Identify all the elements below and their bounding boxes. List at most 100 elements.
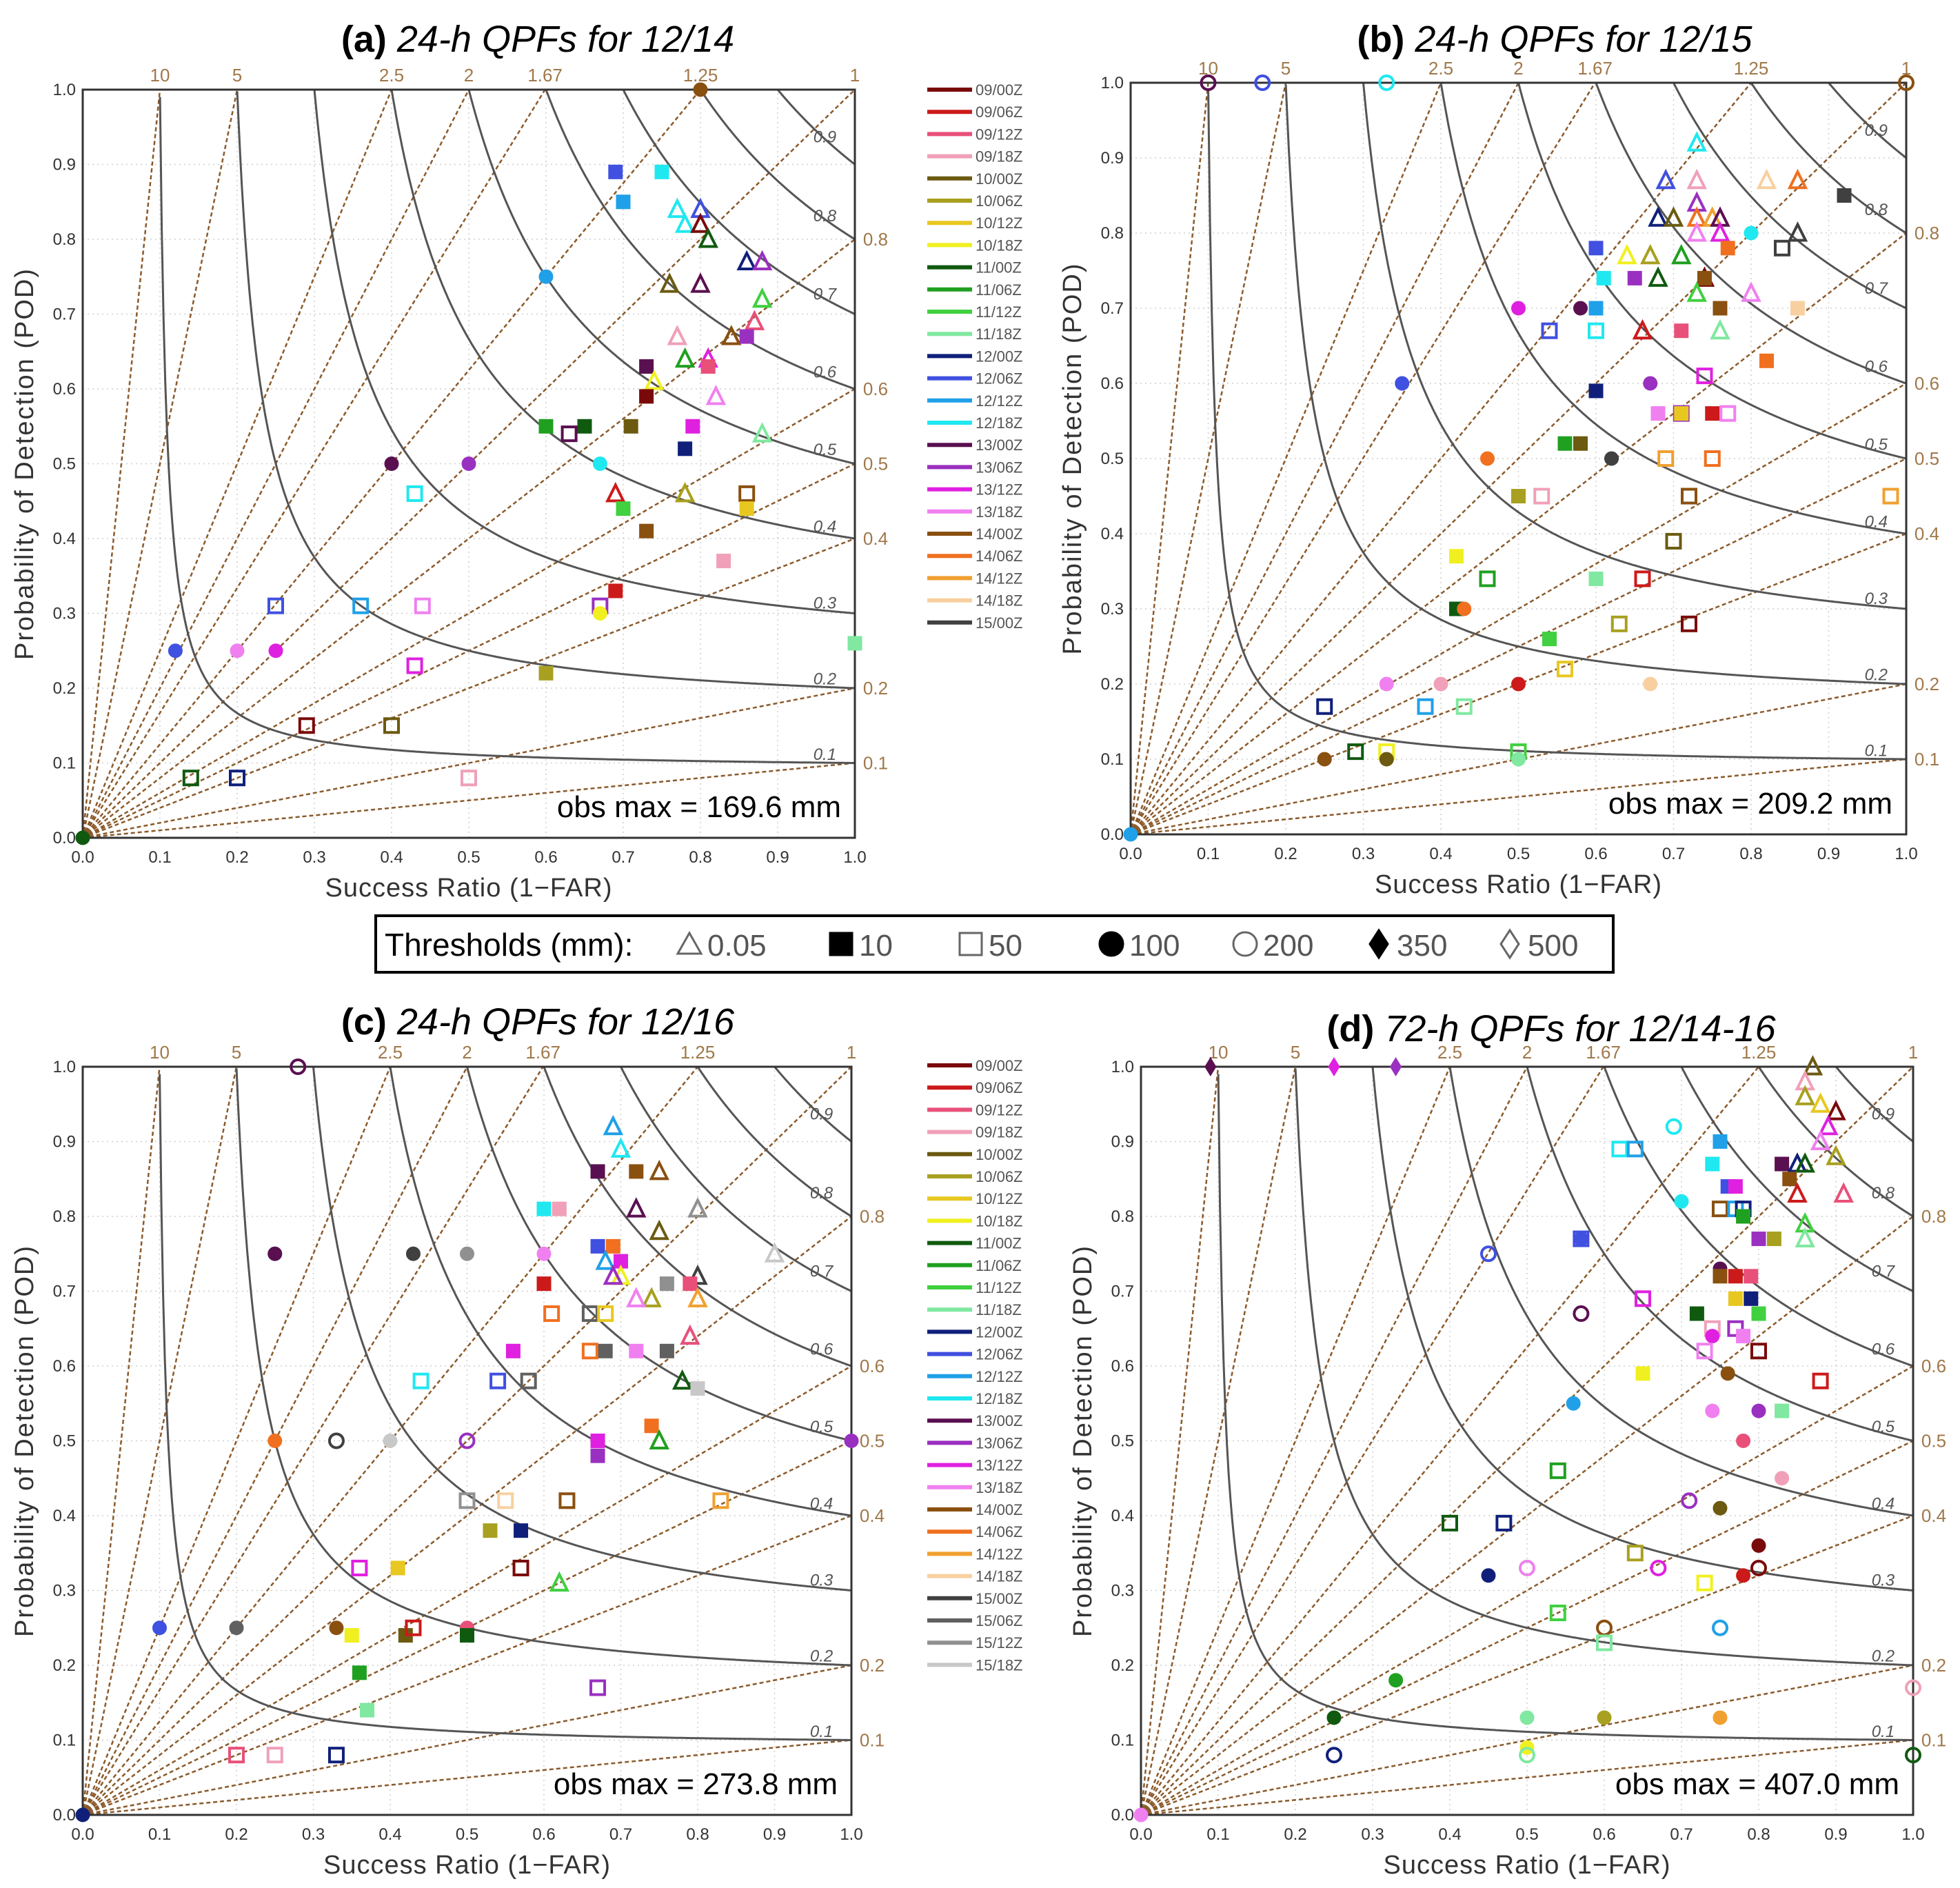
- data-points: [1133, 1055, 1921, 1822]
- data-point: [1611, 1141, 1628, 1158]
- data-point: [1254, 74, 1271, 91]
- data-point: [290, 1058, 307, 1075]
- x-tick-label: 0.1: [148, 1825, 171, 1844]
- data-point: [520, 1372, 537, 1389]
- y-tick-label: 0.0: [1111, 1806, 1134, 1825]
- axes-frame: [1129, 81, 1908, 836]
- data-point: [1686, 168, 1707, 190]
- data-point: [1751, 1232, 1766, 1247]
- data-point: [598, 1343, 613, 1358]
- data-point: [581, 1305, 598, 1323]
- legend-circle-filled-icon: [1098, 931, 1124, 957]
- data-point: [1417, 698, 1434, 715]
- csi-contour: [1294, 1068, 1913, 1667]
- data-point: [1705, 1156, 1720, 1172]
- data-point: [75, 830, 90, 845]
- data-point: [1632, 319, 1653, 340]
- data-point: [1573, 1232, 1588, 1247]
- legend-label: 12/12Z: [976, 392, 1023, 410]
- y-tick-label: 0.9: [1101, 149, 1124, 168]
- y-tick-label: 1.0: [53, 1058, 76, 1076]
- csi-label: 0.4: [1872, 1495, 1895, 1514]
- data-point: [597, 1305, 614, 1323]
- data-point: [1442, 1514, 1458, 1532]
- data-point: [1395, 376, 1410, 391]
- data-point: [1200, 74, 1217, 91]
- threshold-value: 10: [859, 929, 893, 963]
- x-tick-label: 0.1: [1197, 845, 1220, 863]
- data-point: [1826, 1145, 1846, 1165]
- data-point: [1795, 1227, 1815, 1248]
- x-tick-label: 0.0: [1119, 845, 1142, 863]
- bias-right-label: 0.4: [1914, 523, 1939, 544]
- data-point: [406, 657, 423, 674]
- bias-line: [83, 90, 393, 838]
- csi-label: 0.7: [810, 1263, 834, 1281]
- data-points: [1123, 74, 1914, 842]
- y-tick-label: 1.0: [53, 81, 76, 99]
- data-point: [1626, 1545, 1644, 1562]
- csi-label: 0.3: [810, 1571, 833, 1589]
- data-point: [543, 1305, 560, 1323]
- csi-contour: [390, 90, 855, 540]
- bias-right-label: 0.1: [860, 1730, 885, 1751]
- y-tick-label: 0.1: [1111, 1731, 1134, 1750]
- data-point: [736, 250, 757, 271]
- x-tick-label: 0.8: [1739, 845, 1762, 863]
- data-point: [1674, 323, 1689, 339]
- csi-label: 0.5: [810, 1418, 833, 1436]
- data-point: [1665, 532, 1682, 550]
- threshold-value: 500: [1528, 929, 1578, 963]
- csi-label: 0.8: [814, 207, 837, 225]
- series-legend: 09/00Z 09/06Z 09/12Z 09/18Z 10/00Z 10/06Z 10/1…: [927, 81, 1023, 632]
- bias-top-label: 5: [232, 1042, 241, 1063]
- data-point: [1775, 1403, 1790, 1418]
- data-point: [1782, 1172, 1797, 1187]
- data-point: [1326, 1747, 1342, 1764]
- data-point: [552, 1201, 567, 1216]
- legend-label: 12/06Z: [976, 1346, 1023, 1363]
- bias-line: [83, 90, 239, 838]
- legend-label: 15/12Z: [976, 1634, 1023, 1651]
- data-point: [690, 272, 711, 293]
- data-point: [1705, 1403, 1720, 1418]
- x-tick-label: 0.9: [763, 1825, 786, 1844]
- data-point: [497, 1492, 514, 1509]
- data-point: [1596, 1634, 1613, 1651]
- y-tick-label: 0.1: [53, 754, 76, 773]
- data-point: [577, 419, 592, 434]
- bias-top-label: 1.67: [527, 65, 563, 86]
- csi-label: 0.3: [814, 594, 837, 612]
- data-point: [1750, 1559, 1767, 1576]
- legend-label: 14/18Z: [976, 592, 1023, 610]
- csi-contour: [1207, 90, 1906, 761]
- data-point: [538, 665, 554, 681]
- data-point: [1541, 322, 1558, 339]
- legend-label: 10/00Z: [976, 1146, 1023, 1163]
- bias-top-label: 2: [464, 65, 474, 86]
- data-point: [595, 1249, 616, 1270]
- data-point: [590, 1448, 605, 1463]
- data-point: [405, 1619, 422, 1636]
- legend-label: 14/06Z: [976, 1523, 1023, 1540]
- y-tick-label: 0.1: [53, 1731, 76, 1750]
- x-tick-label: 0.1: [1206, 1825, 1229, 1844]
- data-point: [1681, 488, 1697, 505]
- data-point: [1627, 270, 1642, 285]
- legend-label: 13/18Z: [976, 1479, 1023, 1496]
- bias-top-label: 1.25: [683, 65, 718, 86]
- panel-label: (c): [341, 1001, 397, 1043]
- csi-label: 0.4: [814, 518, 836, 536]
- data-points: [75, 82, 862, 845]
- data-point: [1790, 301, 1805, 316]
- data-point: [1719, 405, 1737, 422]
- data-point: [1533, 488, 1550, 505]
- chart-title: (a) 24-h QPFs for 12/14: [341, 19, 734, 60]
- bias-right-label: 0.2: [1921, 1655, 1946, 1676]
- data-point: [1713, 1269, 1728, 1284]
- data-point: [1573, 1230, 1590, 1247]
- y-tick-label: 0.7: [53, 1283, 76, 1301]
- data-point: [1511, 752, 1526, 767]
- data-point: [1635, 1366, 1650, 1381]
